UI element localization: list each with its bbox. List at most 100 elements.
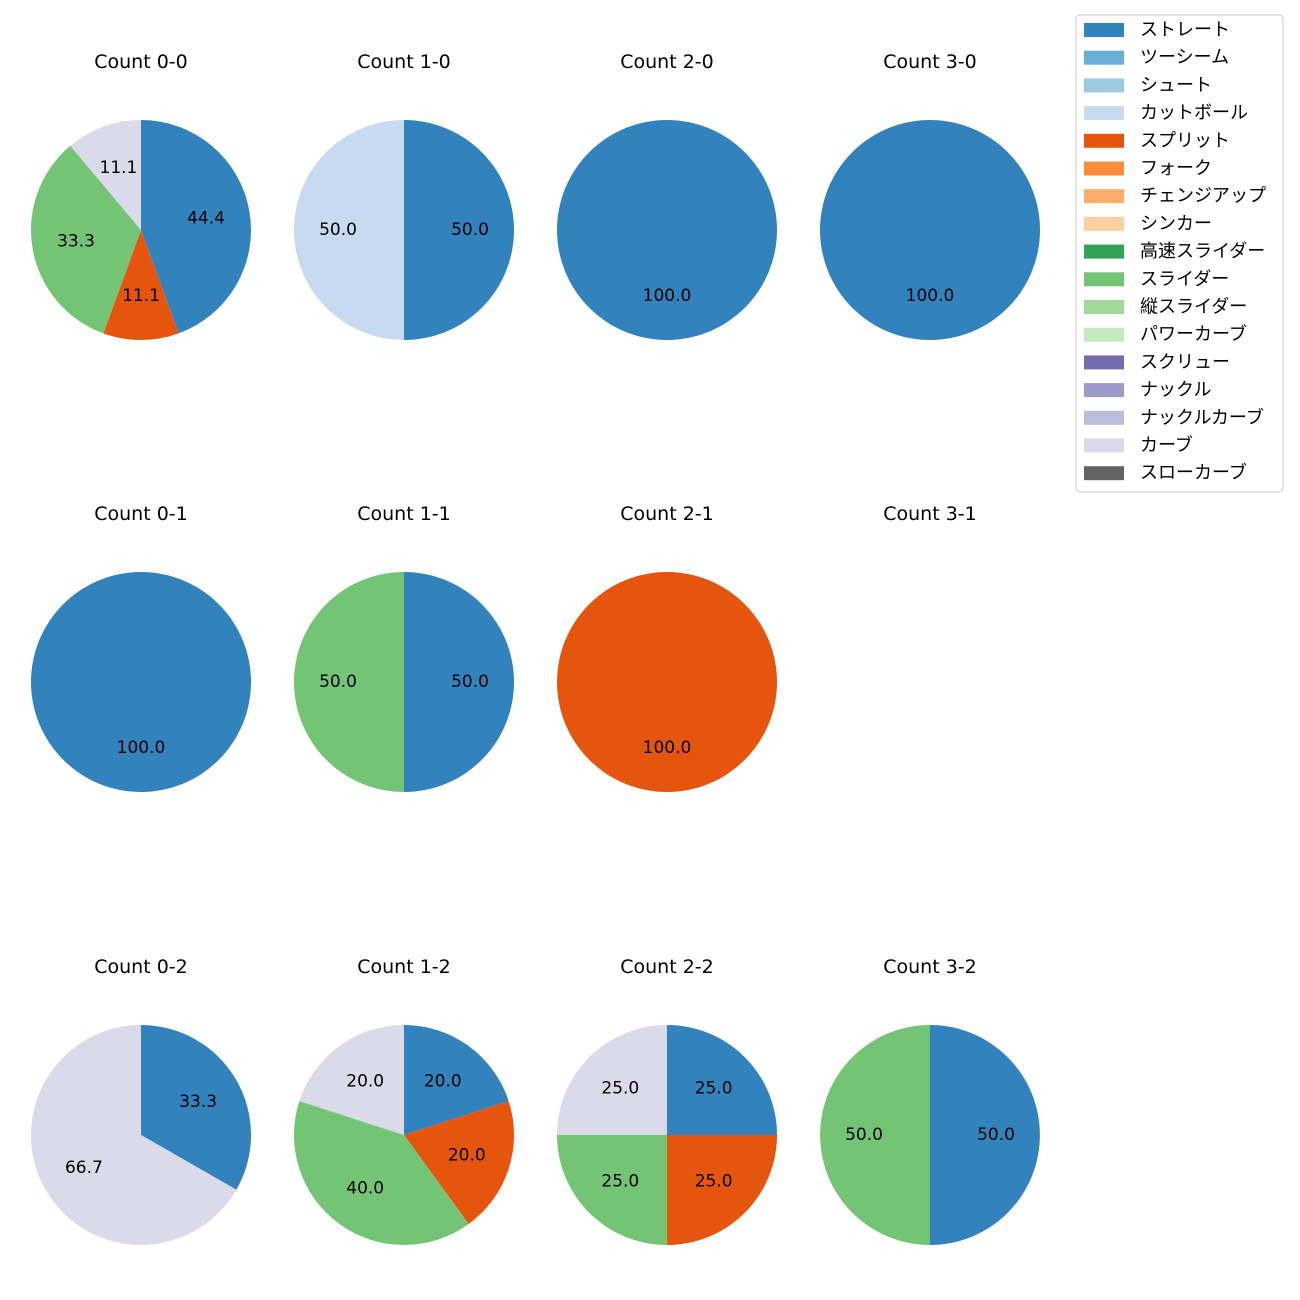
slice-label: 100.0 [643,286,692,306]
pie-slice [294,572,404,792]
legend-label: シュート [1140,75,1212,96]
panel-title: Count 0-1 [94,503,188,525]
panel-title: Count 2-0 [620,51,714,73]
slice-label: 50.0 [845,1125,883,1145]
slice-label: 20.0 [346,1072,384,1092]
pie-panel: Count 1-2 20.0 20.0 40.0 20.0 [293,956,515,1246]
panel-title: Count 3-1 [883,503,977,525]
slice-label: 100.0 [906,286,955,306]
slice-label: 50.0 [977,1125,1015,1145]
panel-title: Count 0-2 [94,956,188,978]
pie-slice [557,572,777,792]
legend-label: スライダー [1140,269,1229,290]
legend-swatch [1084,466,1124,481]
pie-slice [404,1025,509,1135]
slice-label: 44.4 [187,209,225,229]
pie-panel: Count 3-2 50.0 50.0 [820,956,1040,1245]
slice-label: 11.1 [122,286,160,306]
legend-label: スプリット [1140,130,1230,151]
pie-slice [293,1101,469,1246]
pie-panel: Count 0-2 33.3 66.7 [31,956,252,1245]
slice-label: 100.0 [117,738,166,758]
pie-slice [557,1025,667,1135]
pie-panel: Count 2-0 100.0 [557,51,777,340]
legend-label: ツーシーム [1140,47,1229,68]
pie-panel: Count 2-2 25.0 25.0 25.0 25.0 [557,956,777,1245]
panel-title: Count 3-2 [883,956,977,978]
legend-swatch [1084,78,1124,93]
legend-swatch [1084,300,1124,314]
pie-slice [820,1025,930,1245]
pie-slice [294,120,404,340]
slice-label: 25.0 [695,1078,733,1098]
panel-title: Count 1-1 [357,503,451,525]
pie-slice [557,1135,667,1245]
slice-label: 25.0 [695,1172,733,1192]
panel-title: Count 1-0 [357,51,451,73]
pie-slice [930,1025,1040,1245]
slice-label: 25.0 [601,1078,639,1098]
legend-label: フォーク [1140,158,1212,179]
legend-swatch [1084,189,1124,204]
legend-swatch [1084,244,1124,259]
legend-swatch [1084,133,1124,148]
pie-panel: Count 2-1 100.0 [557,503,777,792]
pie-slice [141,120,252,334]
legend-swatch [1084,355,1124,370]
legend-swatch [1084,438,1124,453]
pie-slice [299,1025,404,1135]
slice-label: 100.0 [643,738,692,758]
legend-swatch [1084,23,1124,37]
legend-label: パワーカーブ [1140,323,1247,345]
pie-panels: Count 0-0 44.4 11.1 33.3 11.1 Count 1-0 50.0 50… [30,51,1040,1246]
panel-title: Count 2-2 [620,956,714,978]
pie-slice [103,230,179,341]
slice-label: 40.0 [346,1178,384,1198]
slice-label: 20.0 [424,1072,462,1092]
legend-label: ストレート [1140,20,1230,41]
legend-swatch [1084,272,1124,287]
pie-slice [667,1025,777,1135]
panel-title: Count 2-1 [620,503,714,525]
pie-slice [31,1025,237,1245]
pie-slice [404,1101,515,1224]
legend-swatch [1084,161,1124,176]
pie-panel: Count 0-0 44.4 11.1 33.3 11.1 [30,51,252,341]
legend-label: ナックル [1140,380,1211,401]
legend: ストレートツーシームシュートカットボールスプリットフォークチェンジアップシンカー… [1075,14,1284,493]
slice-label: 11.1 [100,158,138,178]
legend-swatch [1084,216,1124,231]
slice-label: 50.0 [319,220,357,240]
legend-label: スクリュー [1140,352,1230,373]
slice-label: 33.3 [179,1092,217,1112]
slice-label: 66.7 [65,1158,103,1178]
panel-title: Count 3-0 [883,51,977,73]
legend-label: ナックルカーブ [1140,406,1264,428]
pie-panel: Count 1-0 50.0 50.0 [294,51,514,340]
legend-swatch [1084,106,1124,121]
pie-slice [31,572,251,792]
pie-panel: Count 3-1 [883,503,977,525]
pie-slice [404,120,514,340]
legend-label: 高速スライダー [1140,241,1265,262]
legend-label: シンカー [1140,213,1212,234]
pie-panel: Count 0-1 100.0 [31,503,251,792]
legend-label: 縦スライダー [1140,297,1247,318]
slice-label: 33.3 [57,231,95,251]
legend-swatch [1084,327,1124,342]
slice-label: 25.0 [601,1172,639,1192]
pie-slice [404,572,514,792]
legend-label: カットボール [1140,103,1248,124]
pie-panel: Count 3-0 100.0 [820,51,1040,340]
panel-title: Count 0-0 [94,51,188,73]
legend-swatch [1084,383,1124,398]
legend-label: カーブ [1140,434,1193,456]
pie-slice [667,1135,777,1245]
pie-panel: Count 1-1 50.0 50.0 [294,503,514,792]
legend-swatch [1084,410,1124,425]
legend-label: チェンジアップ [1140,186,1266,207]
legend-swatch [1084,50,1124,65]
pie-slice [70,120,141,230]
pie-slice [141,1025,252,1190]
